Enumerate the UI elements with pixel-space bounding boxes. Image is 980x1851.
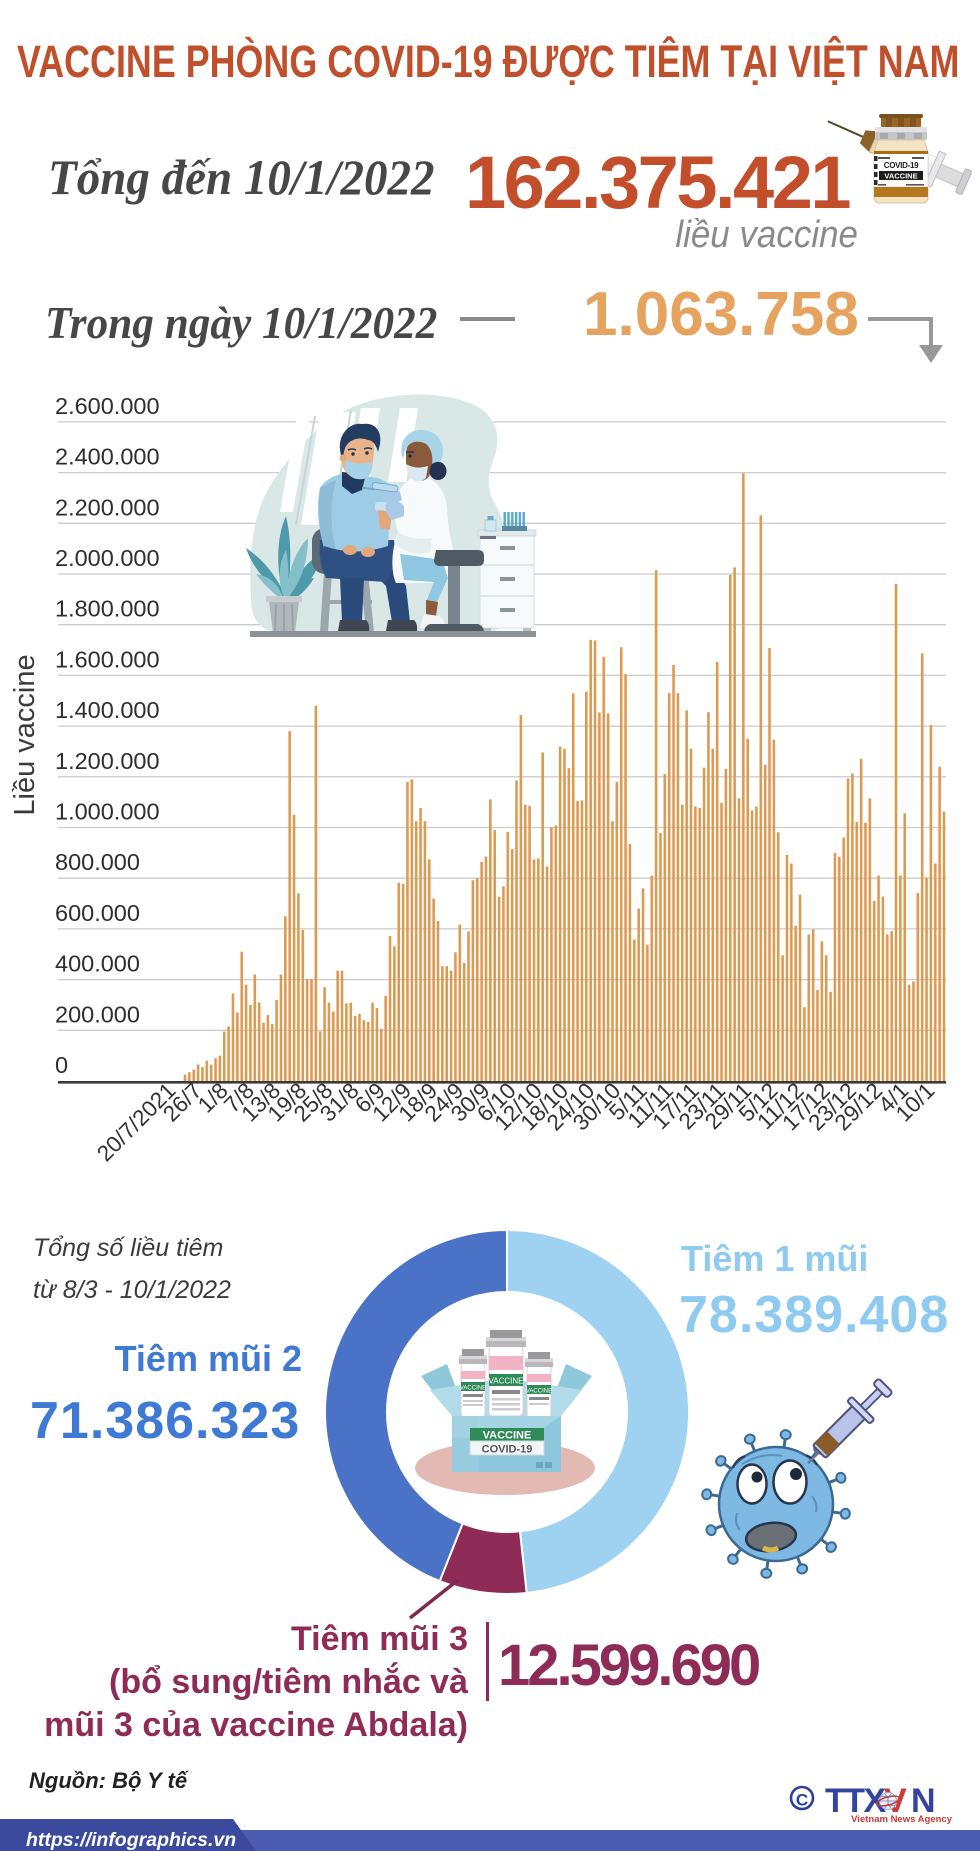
- svg-text:1.600.000: 1.600.000: [55, 646, 160, 672]
- svg-text:N: N: [911, 1782, 936, 1820]
- svg-text:VACCINE: VACCINE: [460, 1386, 486, 1392]
- svg-text:400.000: 400.000: [55, 951, 140, 977]
- svg-text:C: C: [796, 1791, 808, 1810]
- svg-text:1.000.000: 1.000.000: [55, 799, 160, 825]
- svg-text:VACCINE: VACCINE: [884, 172, 917, 181]
- svg-text:20/7/2021: 20/7/2021: [92, 1078, 180, 1166]
- svg-text:Liều vaccine: Liều vaccine: [9, 654, 41, 815]
- svg-text:COVID-19: COVID-19: [884, 161, 919, 170]
- svg-text:600.000: 600.000: [55, 900, 140, 926]
- svg-text:2.200.000: 2.200.000: [55, 494, 160, 520]
- svg-text:VACCINE: VACCINE: [483, 1430, 532, 1442]
- svg-text:VACCINE: VACCINE: [489, 1377, 524, 1386]
- svg-text:2.400.000: 2.400.000: [55, 444, 160, 470]
- svg-text:0: 0: [55, 1052, 68, 1078]
- svg-text:800.000: 800.000: [55, 849, 140, 875]
- svg-text:Vietnam News Agency: Vietnam News Agency: [851, 1814, 953, 1825]
- svg-text:2.600.000: 2.600.000: [55, 393, 160, 419]
- svg-text:2.000.000: 2.000.000: [55, 545, 160, 571]
- svg-text:VACCINE: VACCINE: [526, 1389, 552, 1395]
- svg-text:1.200.000: 1.200.000: [55, 748, 160, 774]
- svg-text:1.800.000: 1.800.000: [55, 596, 160, 622]
- svg-text:https://infographics.vn: https://infographics.vn: [26, 1829, 236, 1851]
- svg-text:COVID-19: COVID-19: [482, 1444, 533, 1456]
- svg-text:200.000: 200.000: [55, 1001, 140, 1027]
- svg-text:1.400.000: 1.400.000: [55, 697, 160, 723]
